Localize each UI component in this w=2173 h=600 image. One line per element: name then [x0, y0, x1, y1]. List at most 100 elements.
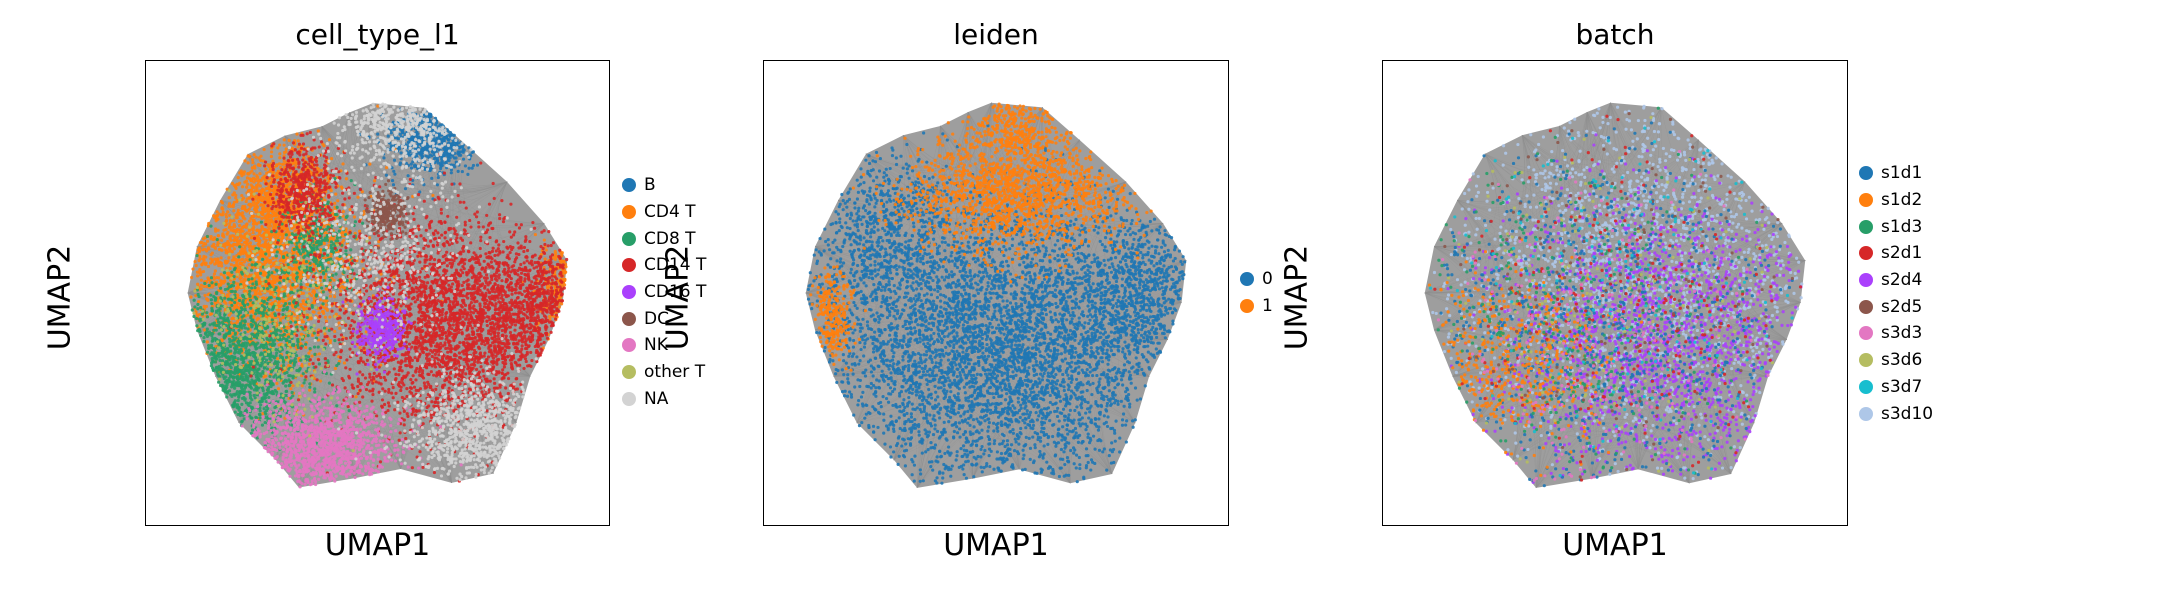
cell-point: [255, 228, 259, 232]
cell-point: [209, 224, 213, 228]
cell-point: [222, 376, 226, 381]
cell-point: [249, 386, 254, 390]
cell-point: [278, 152, 282, 156]
cell-point: [427, 115, 432, 119]
cell-point: [208, 312, 212, 316]
cell-point: [278, 143, 282, 147]
cell-point: [213, 269, 217, 273]
cell-point: [219, 286, 223, 290]
cell-point: [251, 158, 255, 162]
cell-point: [389, 131, 393, 135]
cell-point: [192, 298, 196, 302]
cell-point: [303, 378, 307, 382]
cell-point: [274, 348, 278, 352]
cell-point: [274, 275, 278, 280]
cell-point: [346, 266, 350, 270]
cell-point: [262, 147, 266, 152]
cell-point: [220, 248, 224, 252]
cell-point: [213, 216, 217, 220]
cell-point: [234, 196, 238, 200]
cell-point: [234, 186, 238, 190]
cell-point: [260, 216, 264, 221]
cell-point: [395, 136, 399, 140]
cell-point: [259, 203, 263, 207]
cell-point: [245, 231, 249, 235]
cell-point: [449, 168, 454, 172]
cell-point: [284, 150, 288, 154]
cell-point: [358, 346, 362, 350]
cell-point: [267, 252, 271, 257]
cell-point: [199, 283, 203, 287]
cell-point: [207, 333, 211, 337]
cell-point: [444, 136, 448, 140]
cell-point: [452, 163, 456, 167]
cell-point: [251, 186, 255, 190]
cell-point: [243, 240, 247, 244]
cell-point: [259, 292, 263, 296]
cell-point: [424, 154, 428, 158]
cell-point: [390, 179, 395, 183]
cell-point: [240, 272, 244, 276]
cell-point: [267, 395, 271, 400]
cell-point: [270, 275, 275, 279]
cell-point: [437, 134, 441, 138]
cell-point: [406, 146, 410, 150]
cell-point: [470, 166, 474, 170]
cell-point: [277, 300, 281, 305]
cell-point: [237, 328, 241, 332]
cell-point: [289, 387, 293, 391]
cell-point: [317, 362, 321, 366]
cell-point: [441, 153, 445, 157]
cell-point: [562, 259, 566, 263]
cell-point: [194, 263, 198, 268]
cell-point: [195, 274, 200, 278]
cell-point: [253, 166, 257, 170]
cell-point: [209, 293, 213, 297]
cell-point: [232, 328, 236, 332]
cell-point: [413, 163, 417, 167]
cell-point: [247, 219, 252, 223]
cell-point: [252, 335, 256, 339]
cell-point: [542, 238, 546, 242]
cell-point: [214, 282, 218, 286]
cell-point: [195, 324, 199, 328]
cell-point: [348, 207, 352, 212]
cell-point: [409, 135, 414, 139]
cell-point: [444, 150, 448, 155]
cell-point: [227, 226, 231, 230]
cell-point: [475, 163, 480, 167]
cell-point: [202, 284, 206, 289]
cell-point: [392, 158, 397, 162]
cell-point: [304, 345, 308, 350]
cell-point: [206, 239, 210, 243]
cell-point: [259, 251, 263, 256]
cell-point: [217, 276, 221, 280]
cell-point: [262, 237, 266, 241]
cell-point: [270, 318, 274, 322]
cell-point: [460, 145, 465, 149]
cell-point: [444, 153, 448, 157]
cell-point: [207, 221, 211, 226]
cell-point: [436, 175, 440, 180]
cell-point: [196, 300, 201, 304]
cell-point: [220, 206, 224, 211]
cell-point: [214, 229, 218, 233]
cell-point: [229, 366, 233, 370]
cell-point: [195, 270, 200, 274]
cell-point: [330, 156, 334, 161]
cell-point: [255, 317, 259, 322]
cell-point: [295, 315, 300, 320]
cell-point: [239, 235, 244, 239]
cell-point: [384, 166, 389, 170]
cell-point: [276, 387, 281, 391]
cell-point: [229, 238, 233, 242]
cell-point: [354, 395, 358, 399]
cell-point: [431, 150, 435, 154]
cell-point: [239, 261, 243, 265]
cell-point: [235, 227, 239, 232]
cell-point: [308, 382, 312, 386]
cell-point: [316, 129, 320, 133]
cell-point: [448, 131, 453, 135]
cell-point: [247, 202, 252, 206]
cell-point: [282, 260, 286, 264]
